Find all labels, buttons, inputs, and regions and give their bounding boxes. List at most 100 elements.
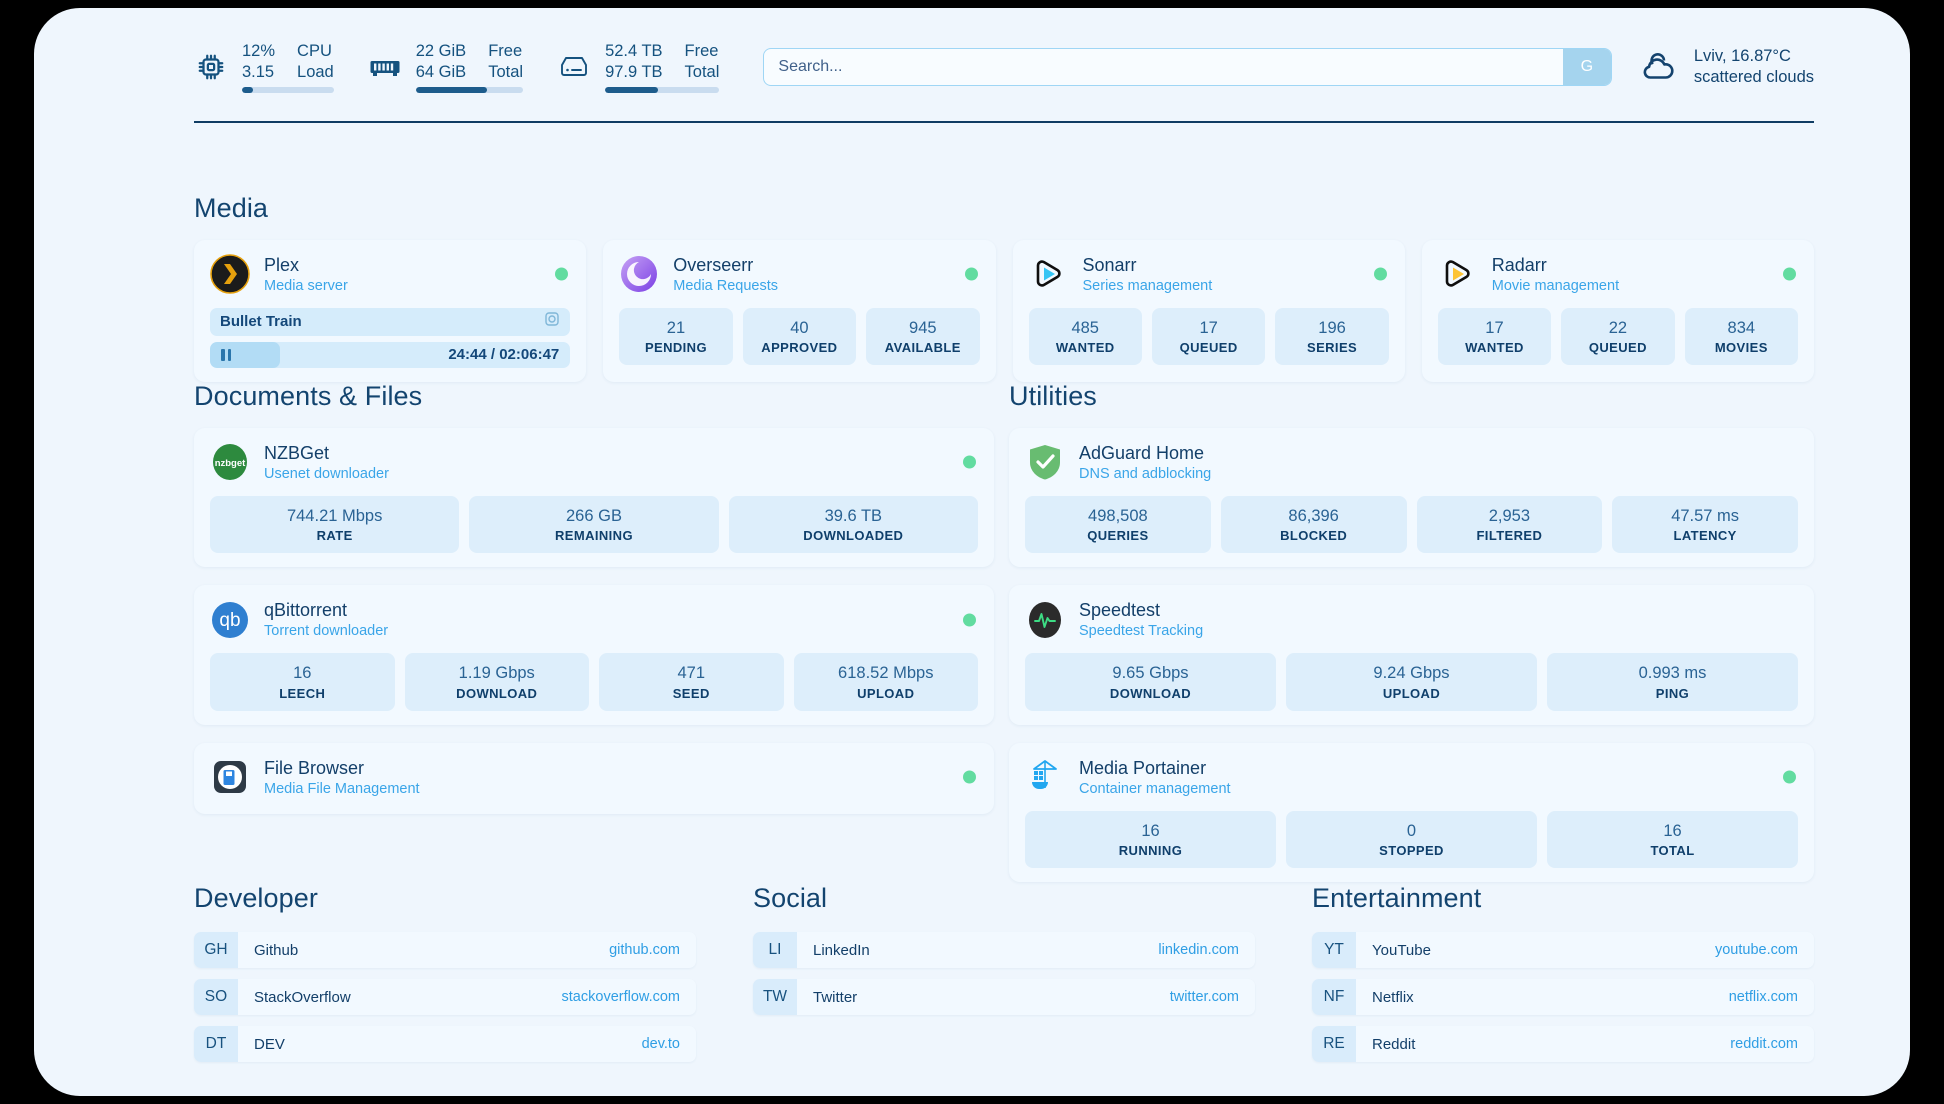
bookmark-url: netflix.com xyxy=(1728,989,1798,1005)
now-playing-title-row: Bullet Train xyxy=(210,307,571,336)
service-card-qbittorrent[interactable]: qb qBittorrent Torrent downloader 16 LEE… xyxy=(194,585,994,725)
bookmark-url: linkedin.com xyxy=(1158,942,1239,958)
service-card-adguard-home[interactable]: AdGuard Home DNS and adblocking 498,508 … xyxy=(1009,428,1814,568)
plex-icon xyxy=(210,254,250,295)
service-card-nzbget[interactable]: nzbget NZBGet Usenet downloader 744.21 M… xyxy=(194,428,994,568)
service-subtitle: Movie management xyxy=(1491,277,1620,294)
service-card-plex[interactable]: Plex Media server Bullet Train xyxy=(194,240,587,382)
utilities-section-title: Utilities xyxy=(1009,381,1097,411)
service-card-file-browser[interactable]: File Browser Media File Management xyxy=(194,742,994,814)
bookmark-abbr: GH xyxy=(194,932,238,968)
bookmark-name: YouTube xyxy=(1372,941,1431,959)
status-indicator-online xyxy=(963,455,976,469)
disk-stat-widget: 52.4 TB 97.9 TB Free Total xyxy=(557,41,720,93)
bookmark-abbr: LI xyxy=(753,932,797,968)
status-indicator-online xyxy=(964,267,978,281)
now-playing-time: 24:44 / 02:06:47 xyxy=(448,346,560,364)
search-bar[interactable]: G xyxy=(763,48,1612,86)
stat-tile: 9.65 Gbps DOWNLOAD xyxy=(1025,653,1276,711)
stat-tile: 17 WANTED xyxy=(1437,307,1552,366)
overseerr-icon xyxy=(619,254,659,294)
weather-location-temp: Lviv, 16.87°C xyxy=(1693,46,1791,65)
header-divider xyxy=(194,121,1814,123)
bookmark-group-social: Social LI LinkedIn linkedin.com TW Twitt… xyxy=(753,883,1255,1062)
now-playing-title: Bullet Train xyxy=(220,313,302,331)
bookmark-item[interactable]: TW Twitter twitter.com xyxy=(753,979,1255,1015)
disk-total-label: Total xyxy=(684,62,720,81)
memory-free-value: 22 GiB xyxy=(415,42,467,61)
stat-tile: 266 GB REMAINING xyxy=(469,495,719,554)
bookmark-url: stackoverflow.com xyxy=(561,989,680,1005)
bookmark-item[interactable]: GH Github github.com xyxy=(194,932,696,968)
memory-total-label: Total xyxy=(488,62,524,81)
bookmark-item[interactable]: SO StackOverflow stackoverflow.com xyxy=(194,979,696,1015)
bookmark-item[interactable]: RE Reddit reddit.com xyxy=(1312,1026,1814,1062)
bookmark-item[interactable]: YT YouTube youtube.com xyxy=(1312,932,1814,968)
sonarr-icon xyxy=(1029,254,1069,294)
service-card-sonarr[interactable]: Sonarr Series management 485 WANTED 17 Q… xyxy=(1012,240,1405,382)
stat-tile: 16 RUNNING xyxy=(1025,810,1276,869)
service-name: Speedtest xyxy=(1079,600,1161,621)
stat-tile: 196 SERIES xyxy=(1275,307,1389,366)
portainer-icon xyxy=(1025,757,1065,797)
bookmark-name: Github xyxy=(254,941,299,959)
bookmark-abbr: RE xyxy=(1312,1026,1356,1062)
service-subtitle: Media server xyxy=(264,277,348,294)
bookmark-url: github.com xyxy=(609,942,680,958)
svg-text:qb: qb xyxy=(219,610,240,631)
bookmarks-area: Developer GH Github github.com SO StackO… xyxy=(194,883,1814,1062)
stat-tile: 16 TOTAL xyxy=(1547,810,1798,869)
bookmark-name: LinkedIn xyxy=(813,941,870,959)
stat-tile: 834 MOVIES xyxy=(1684,307,1799,366)
stat-tile: 618.52 Mbps UPLOAD xyxy=(793,653,978,711)
service-card-speedtest[interactable]: Speedtest Speedtest Tracking 9.65 Gbps D… xyxy=(1009,585,1814,725)
stat-tile: 945 AVAILABLE xyxy=(866,307,980,366)
cpu-stat-widget: 12% 3.15 CPU Load xyxy=(194,41,334,93)
cpu-chip-icon xyxy=(194,50,228,84)
service-name: Plex xyxy=(264,255,300,275)
search-engine-button[interactable]: G xyxy=(1562,49,1611,85)
bookmark-group-developer: Developer GH Github github.com SO StackO… xyxy=(194,883,696,1062)
adguard-shield-icon xyxy=(1025,442,1065,482)
nzbget-icon: nzbget xyxy=(210,442,250,482)
bookmark-item[interactable]: LI LinkedIn linkedin.com xyxy=(753,932,1255,968)
bookmark-name: Netflix xyxy=(1372,988,1414,1006)
bookmark-item[interactable]: NF Netflix netflix.com xyxy=(1312,979,1814,1015)
status-indicator-online xyxy=(963,613,976,627)
disk-free-label: Free xyxy=(684,42,719,61)
bookmark-item[interactable]: DT DEV dev.to xyxy=(194,1026,696,1062)
bookmark-name: Twitter xyxy=(813,988,858,1006)
weather-widget: Lviv, 16.87°C scattered clouds xyxy=(1638,46,1814,89)
now-playing-progress[interactable]: 24:44 / 02:06:47 xyxy=(210,341,571,368)
search-input[interactable] xyxy=(764,49,1563,85)
cpu-load-label: Load xyxy=(297,62,334,81)
service-name: qBittorrent xyxy=(264,600,348,621)
service-name: NZBGet xyxy=(264,443,330,463)
bookmark-abbr: NF xyxy=(1312,979,1356,1015)
service-subtitle: Media File Management xyxy=(264,780,420,797)
stat-tile: 498,508 QUERIES xyxy=(1025,495,1211,554)
bookmark-group-title: Social xyxy=(753,883,828,913)
service-name: AdGuard Home xyxy=(1079,443,1205,463)
cloud-icon xyxy=(1638,50,1680,84)
stat-tile: 485 WANTED xyxy=(1028,307,1142,366)
service-card-media-portainer[interactable]: Media Portainer Container management 16 … xyxy=(1009,742,1814,883)
documents-section: Documents & Files nzbget NZBGet Usenet d… xyxy=(194,381,994,814)
bookmark-url: reddit.com xyxy=(1730,1036,1798,1052)
service-card-overseerr[interactable]: Overseerr Media Requests 21 PENDING 40 A… xyxy=(603,240,996,382)
dashboard-header: 12% 3.15 CPU Load xyxy=(194,28,1814,106)
stat-tile: 0.993 ms PING xyxy=(1547,653,1798,711)
disk-free-value: 52.4 TB xyxy=(605,42,663,61)
service-card-radarr[interactable]: Radarr Movie management 17 WANTED 22 QUE… xyxy=(1421,240,1814,382)
service-name: File Browser xyxy=(264,757,365,778)
status-indicator-online xyxy=(1373,267,1387,281)
pause-icon[interactable] xyxy=(221,348,231,361)
svg-text:nzbget: nzbget xyxy=(215,458,246,469)
memory-ram-icon xyxy=(368,50,402,84)
stat-tile: 1.19 Gbps DOWNLOAD xyxy=(404,653,589,711)
disk-total-value: 97.9 TB xyxy=(605,62,663,81)
cpu-usage-value: 12% xyxy=(242,42,276,61)
bookmark-abbr: DT xyxy=(194,1026,238,1062)
memory-usage-bar xyxy=(415,86,524,93)
bookmark-group-entertainment: Entertainment YT YouTube youtube.com NF … xyxy=(1312,883,1814,1062)
